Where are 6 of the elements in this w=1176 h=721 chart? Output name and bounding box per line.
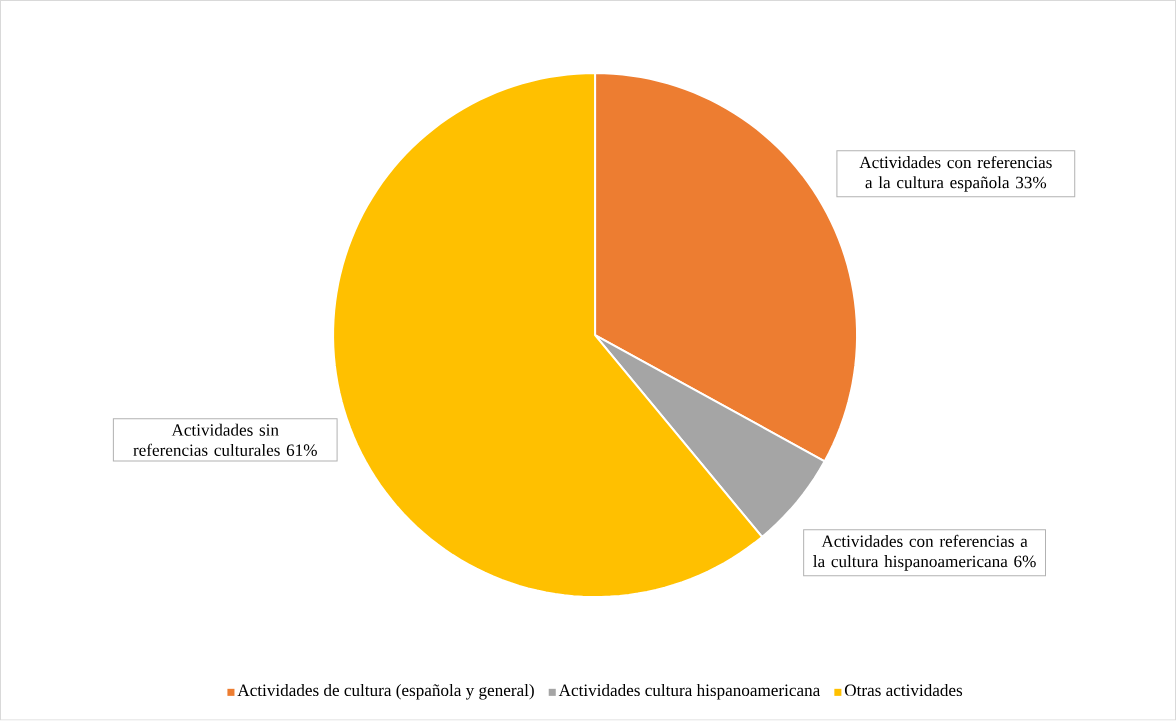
legend-label: Actividades cultura hispanoamericana (558, 684, 821, 700)
legend-label: Otras actividades (844, 684, 963, 697)
data-label: Actividades con referencias a la cultura hispanoamericana 6% (813, 535, 1036, 571)
data-label: Actividades sin referencias culturales 61% (133, 423, 317, 457)
legend-label: Actividades de cultura (española y general) (237, 684, 534, 700)
data-label: Actividades con referencias a la cultura española 33% (859, 156, 1052, 193)
